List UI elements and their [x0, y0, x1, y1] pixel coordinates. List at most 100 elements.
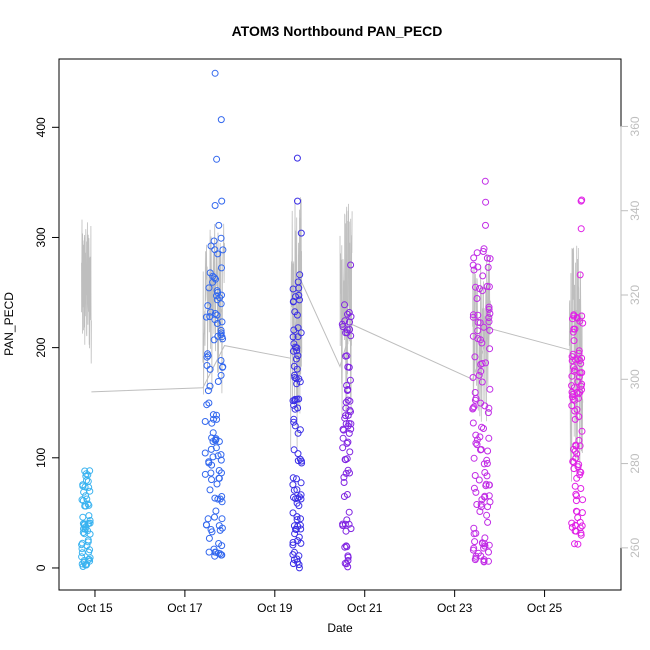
data-point — [211, 202, 219, 209]
data-point — [474, 318, 482, 326]
data-point — [340, 473, 348, 481]
y-tick-label: 200 — [34, 337, 48, 357]
data-point — [205, 399, 213, 407]
data-point — [201, 449, 209, 457]
y2-tick-label: 280 — [628, 453, 642, 473]
data-point — [469, 404, 477, 412]
data-point — [295, 533, 303, 541]
data-point — [480, 556, 488, 564]
data-point — [578, 509, 586, 517]
data-point — [296, 271, 304, 279]
data-point — [297, 329, 305, 337]
data-point — [205, 548, 213, 556]
data-points — [78, 69, 587, 572]
data-point — [207, 308, 215, 316]
data-point — [470, 454, 478, 462]
data-point — [343, 439, 351, 447]
data-point — [347, 425, 355, 433]
data-point — [293, 486, 301, 494]
x-tick-label: Oct 15 — [77, 601, 113, 615]
data-point — [290, 297, 297, 305]
data-point — [210, 415, 217, 423]
data-point — [293, 347, 301, 355]
data-point — [217, 300, 225, 308]
data-point — [218, 498, 226, 506]
data-point — [571, 447, 579, 455]
data-point — [570, 312, 578, 320]
data-point — [214, 378, 222, 385]
data-point — [78, 545, 86, 553]
data-point — [342, 456, 350, 464]
data-point — [83, 560, 91, 568]
data-point — [571, 527, 579, 535]
data-point — [576, 442, 584, 450]
data-point — [484, 447, 492, 455]
secondary-y-axis: 260 280 300 320 340 360 — [620, 116, 642, 558]
data-point — [574, 514, 582, 522]
data-point — [290, 415, 298, 423]
data-point — [577, 485, 585, 492]
data-point — [571, 366, 579, 374]
data-point — [295, 291, 303, 299]
data-point — [344, 387, 351, 394]
data-point — [294, 429, 302, 437]
y-tick-label: 0 — [34, 564, 48, 571]
data-point — [571, 482, 579, 490]
data-point — [575, 394, 582, 402]
data-point — [205, 459, 213, 467]
data-point — [578, 312, 586, 320]
data-point — [485, 492, 493, 500]
data-point — [214, 452, 222, 460]
data-point — [576, 369, 584, 377]
data-point — [295, 395, 303, 403]
data-point — [577, 360, 585, 368]
data-point — [211, 513, 218, 521]
data-point — [480, 425, 487, 432]
x-axis: Oct 15 Oct 17 Oct 19 Oct 21 Oct 23 Oct 25 — [77, 589, 563, 615]
data-point — [481, 534, 489, 542]
data-point — [342, 412, 350, 420]
data-point — [292, 355, 300, 363]
data-point — [486, 385, 494, 393]
data-point — [470, 254, 478, 262]
y2-tick-label: 360 — [628, 116, 642, 136]
data-point — [290, 522, 298, 530]
data-point — [291, 308, 299, 316]
data-point — [344, 310, 351, 318]
data-point — [297, 229, 305, 237]
data-point — [478, 287, 486, 295]
data-point — [346, 376, 354, 384]
data-point — [485, 481, 493, 489]
data-point — [345, 429, 353, 437]
data-point — [469, 313, 477, 321]
data-point — [293, 513, 301, 521]
data-point — [291, 397, 299, 405]
x-tick-label: Oct 17 — [167, 601, 203, 615]
data-point — [294, 457, 302, 465]
data-point — [219, 335, 227, 343]
data-point — [86, 554, 94, 562]
data-point — [209, 411, 217, 419]
data-point — [218, 318, 226, 326]
data-point — [472, 552, 480, 560]
data-point — [289, 333, 297, 341]
data-point — [85, 512, 93, 520]
data-point — [201, 418, 209, 425]
data-point — [342, 404, 350, 412]
data-point — [346, 318, 353, 326]
data-point — [218, 197, 226, 205]
data-point — [570, 458, 577, 466]
data-point — [346, 406, 354, 414]
data-point — [482, 359, 490, 367]
data-point — [480, 245, 488, 253]
data-point — [473, 295, 481, 302]
data-point — [297, 525, 305, 533]
data-point — [571, 407, 579, 415]
data-point — [483, 472, 491, 480]
data-point — [209, 453, 217, 461]
data-point — [480, 460, 488, 468]
data-point — [207, 526, 215, 533]
data-point — [486, 345, 494, 353]
data-point — [218, 542, 226, 550]
data-point — [210, 237, 218, 245]
